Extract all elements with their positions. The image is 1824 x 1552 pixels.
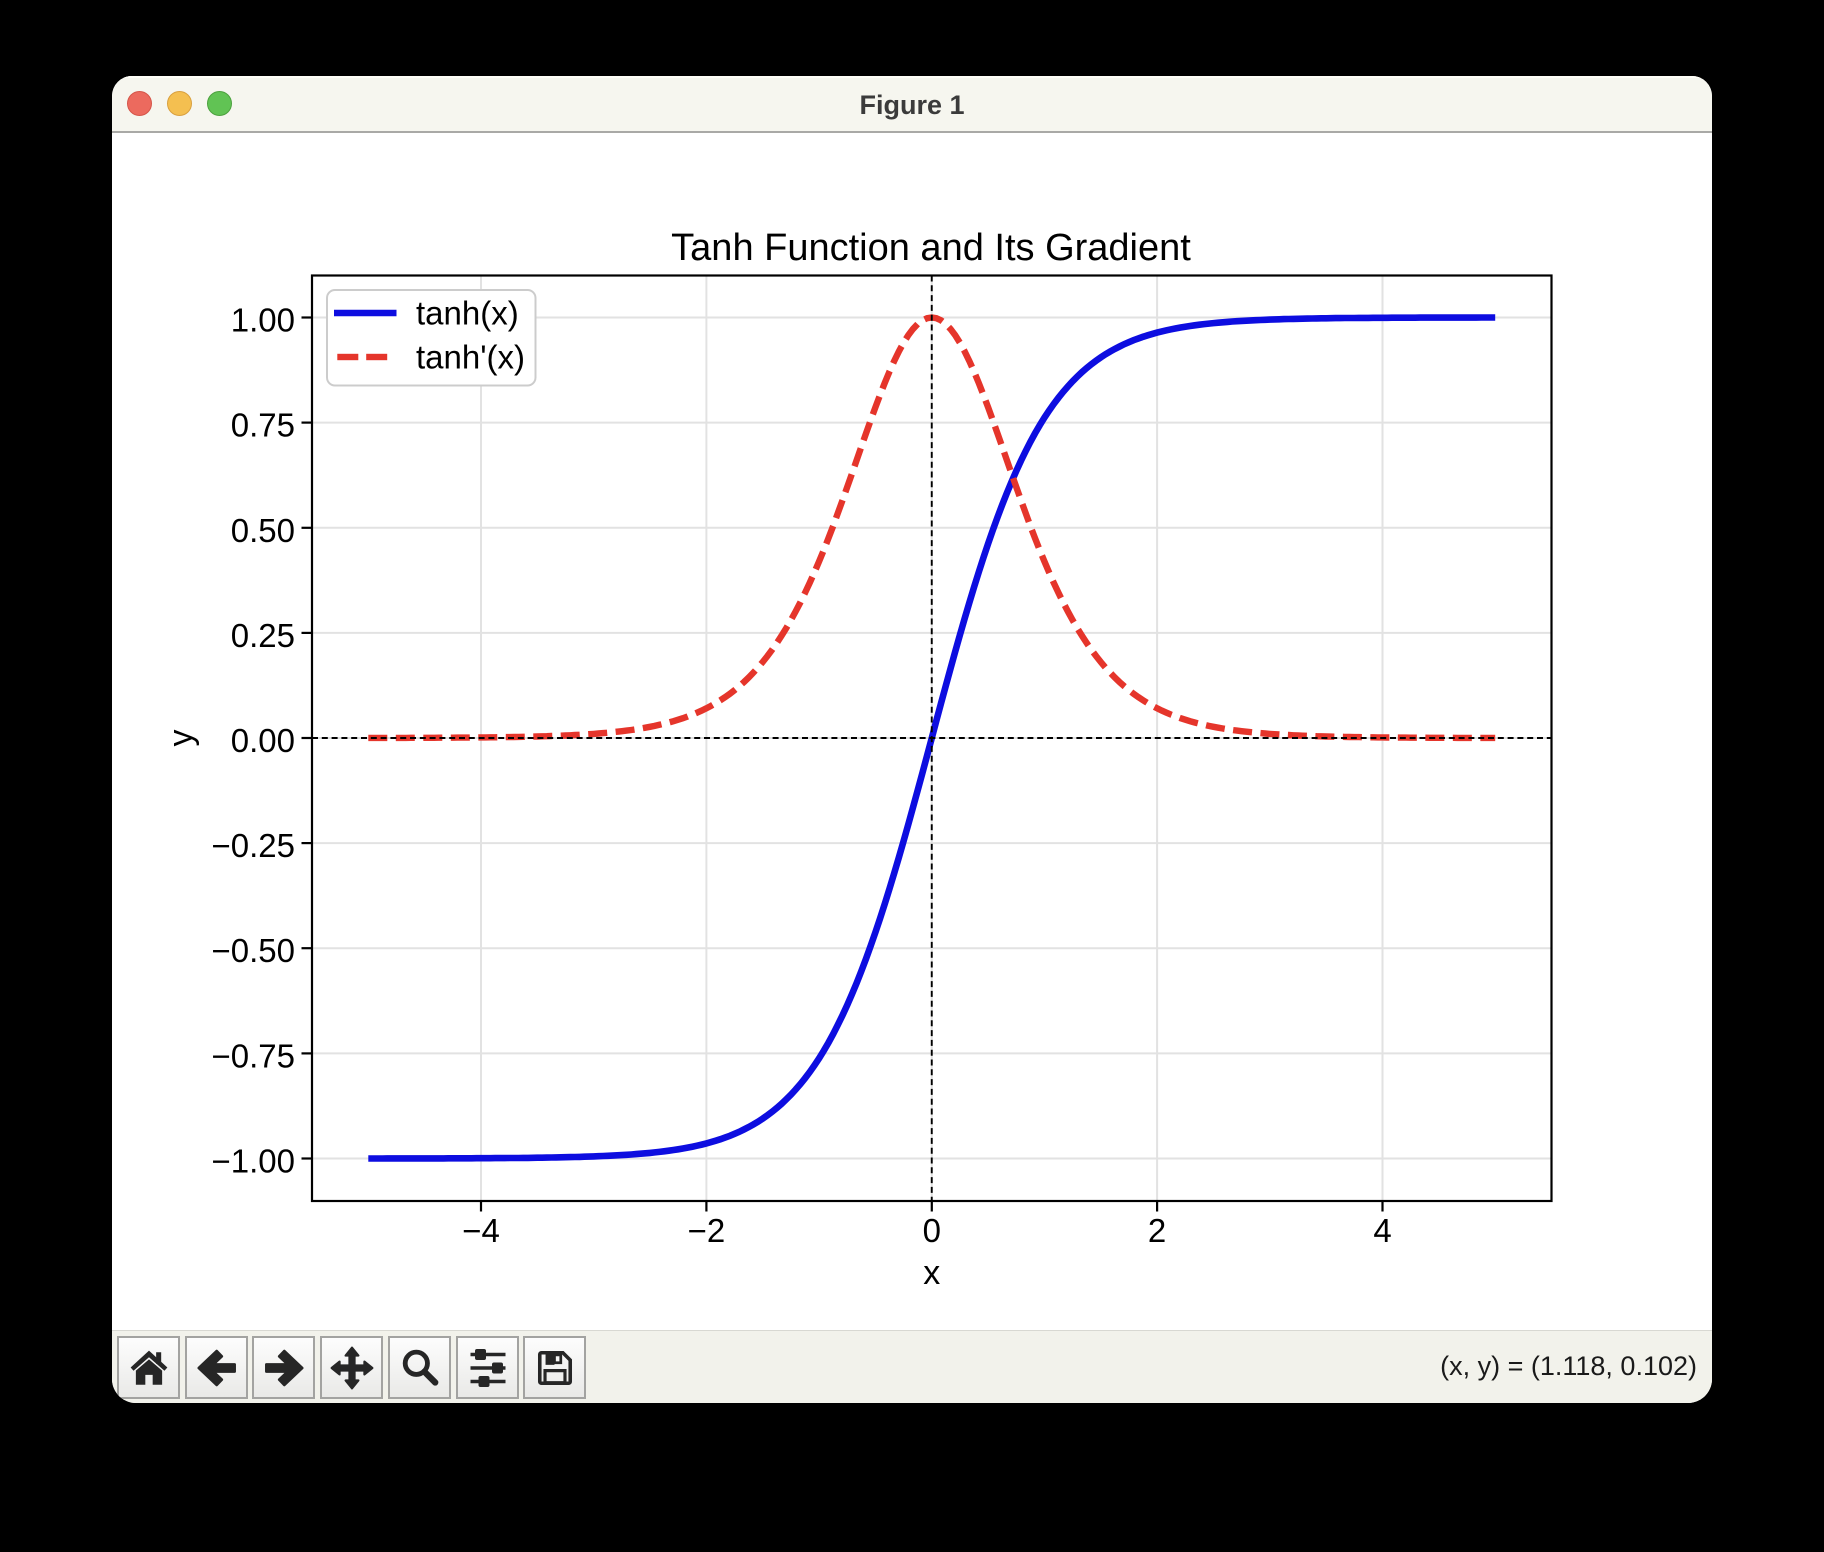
- svg-text:1.00: 1.00: [231, 302, 295, 339]
- svg-text:2: 2: [1148, 1212, 1166, 1249]
- svg-text:−1.00: −1.00: [212, 1143, 296, 1180]
- svg-text:−0.75: −0.75: [212, 1037, 296, 1074]
- svg-text:−2: −2: [688, 1212, 726, 1249]
- svg-text:x: x: [923, 1254, 940, 1292]
- svg-text:tanh'(x): tanh'(x): [416, 339, 525, 376]
- svg-text:0.50: 0.50: [231, 512, 295, 549]
- svg-text:0.00: 0.00: [231, 722, 295, 759]
- svg-text:−0.50: −0.50: [212, 932, 296, 969]
- svg-text:−0.25: −0.25: [212, 827, 296, 864]
- svg-text:y: y: [162, 730, 200, 747]
- svg-text:0: 0: [923, 1212, 941, 1249]
- svg-text:tanh(x): tanh(x): [416, 295, 519, 332]
- svg-text:0.25: 0.25: [231, 617, 295, 654]
- svg-text:4: 4: [1373, 1212, 1391, 1249]
- svg-text:0.75: 0.75: [231, 407, 295, 444]
- svg-text:Tanh Function and Its Gradient: Tanh Function and Its Gradient: [671, 227, 1191, 269]
- svg-text:−4: −4: [462, 1212, 500, 1249]
